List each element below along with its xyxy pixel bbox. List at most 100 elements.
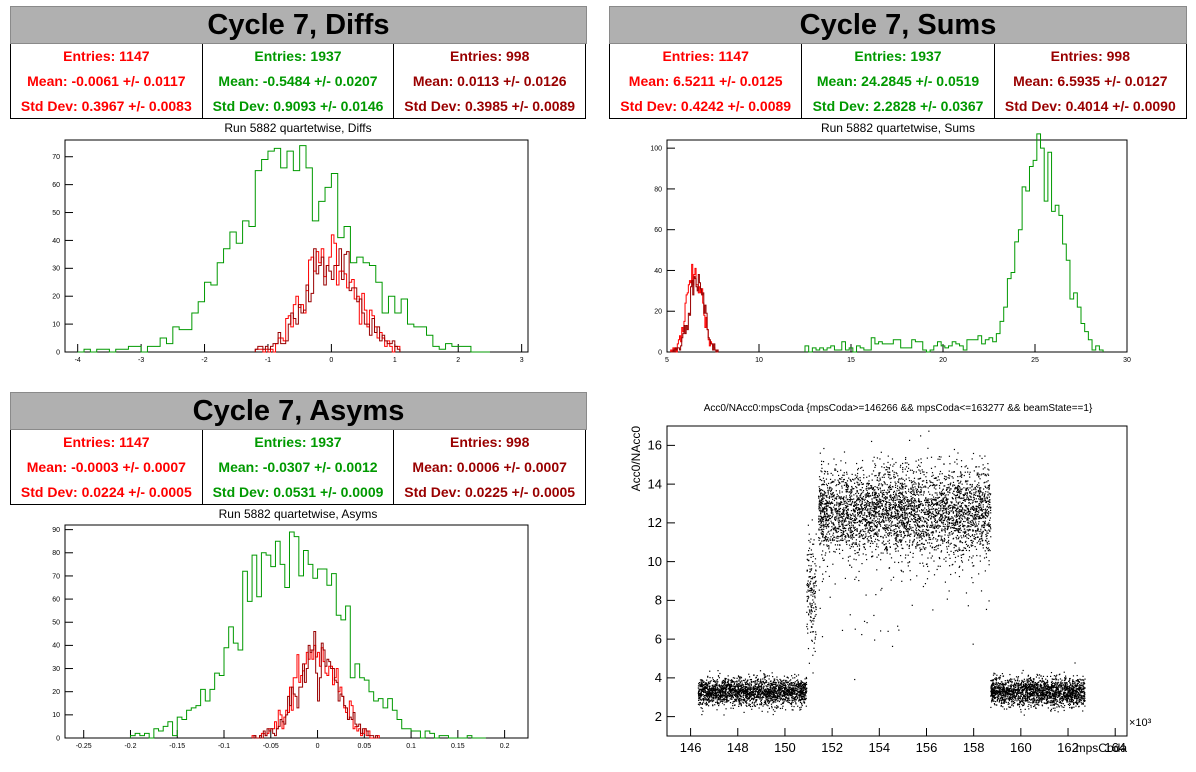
scatter-point	[832, 563, 834, 565]
scatter-point	[774, 710, 776, 712]
scatter-point	[775, 682, 777, 684]
scatter-point	[822, 559, 824, 562]
scatter-point	[981, 534, 983, 536]
scatter-point	[706, 699, 708, 701]
scatter-point	[763, 691, 765, 693]
scatter-point	[890, 488, 892, 491]
scatter-point	[759, 689, 761, 691]
scatter-point	[860, 482, 863, 484]
scatter-point	[845, 530, 847, 532]
scatter-point	[882, 493, 885, 496]
scatter-point	[976, 510, 979, 513]
scatter-point	[935, 499, 937, 501]
scatter-point	[879, 500, 881, 502]
scatter-point	[700, 689, 702, 691]
scatter-point	[809, 602, 811, 604]
scatter-point	[955, 499, 957, 501]
scatter-point	[957, 487, 959, 489]
scatter-point	[820, 505, 823, 507]
scatter-point	[917, 500, 920, 503]
scatter-point	[914, 505, 916, 507]
scatter-point	[809, 610, 811, 612]
scatter-point	[875, 526, 877, 528]
scatter-point	[902, 496, 904, 498]
scatter-point	[820, 518, 822, 520]
scatter-point	[896, 512, 898, 514]
scatter-point	[808, 584, 810, 586]
scatter-point	[803, 686, 806, 688]
scatter-point	[769, 700, 771, 703]
scatter-point	[815, 608, 817, 611]
scatter-point	[937, 524, 939, 526]
scatter-point	[789, 690, 791, 692]
scatter-point	[725, 696, 728, 699]
scatter-point	[985, 535, 987, 538]
scatter-point	[807, 589, 809, 591]
scatter-point	[736, 695, 738, 697]
scatter-point	[898, 507, 901, 509]
scatter-point	[827, 473, 829, 475]
scatter-point	[956, 463, 958, 465]
scatter-point	[818, 505, 820, 508]
scatter-point	[763, 677, 765, 679]
scatter-point	[750, 695, 752, 697]
scatter-point	[800, 685, 803, 688]
scatter-point	[714, 692, 716, 695]
scatter-point	[778, 690, 780, 692]
scatter-point	[966, 483, 968, 485]
scatter-point	[865, 533, 867, 535]
diffs-frame	[64, 139, 529, 353]
scatter-point	[756, 699, 758, 701]
scatter-point	[724, 687, 726, 689]
scatter-point	[918, 537, 920, 539]
scatter-point	[835, 527, 837, 530]
scatter-point	[724, 681, 726, 683]
scatter-point	[945, 502, 948, 504]
scatter-point	[740, 684, 742, 686]
scatter-point	[726, 691, 729, 693]
scatter-point	[820, 529, 822, 531]
scatter-point	[854, 519, 857, 522]
scatter-point	[820, 510, 822, 512]
scatter-point	[719, 701, 721, 703]
scatter-point	[958, 575, 961, 578]
scatter-point	[826, 508, 828, 510]
scatter-point	[724, 679, 726, 681]
scatter-point	[719, 685, 721, 688]
scatter-point	[874, 525, 876, 527]
scatter-point	[698, 684, 700, 686]
scatter-point	[754, 690, 757, 692]
scatter-point	[853, 504, 855, 507]
scatter-point	[860, 520, 862, 522]
scatter-point	[861, 522, 863, 524]
scatter-point	[745, 691, 747, 693]
scatter-point	[975, 548, 978, 550]
scatter-point	[800, 693, 802, 695]
scatter-point	[886, 493, 888, 495]
scatter-point	[860, 504, 862, 506]
scatter-point	[835, 490, 837, 492]
scatter-point	[714, 687, 716, 690]
scatter-point	[742, 701, 744, 703]
scatter-point	[812, 599, 814, 601]
scatter-point	[706, 684, 708, 686]
scatter-point	[698, 702, 700, 704]
scatter-point	[842, 479, 845, 481]
scatter-point	[984, 550, 986, 552]
scatter-point	[820, 470, 822, 472]
scatter-point	[712, 679, 714, 681]
scatter-point	[726, 695, 728, 697]
scatter-point	[986, 541, 988, 543]
scatter-point	[907, 565, 909, 567]
diffs-ytick-label: 30	[52, 266, 60, 273]
scatter-point	[894, 507, 896, 509]
scatter-point	[728, 694, 730, 696]
scatter-point	[872, 470, 875, 472]
scatter-point	[841, 517, 843, 519]
asyms-xtick-label: -0.2	[124, 743, 136, 750]
diffs-ytick-label: 0	[56, 349, 60, 356]
scatter-point	[881, 492, 883, 494]
scatter-point	[812, 591, 814, 594]
scatter-point	[906, 470, 909, 472]
scatter-point	[972, 544, 974, 547]
